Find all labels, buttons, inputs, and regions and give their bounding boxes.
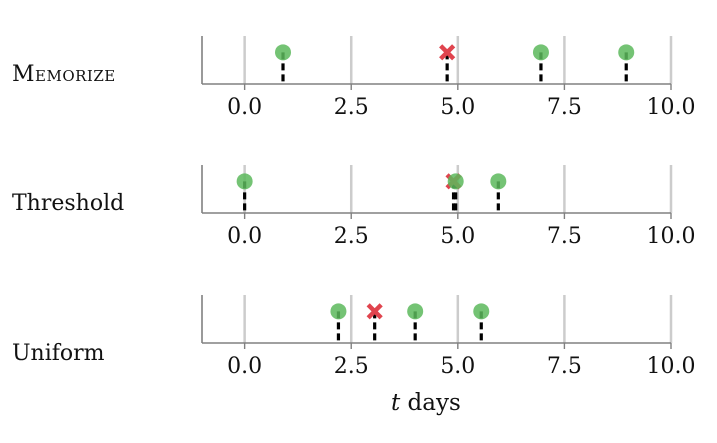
panel-label-memorize: Memorize: [12, 62, 116, 87]
x-tick-label: 0.0: [227, 224, 262, 249]
x-tick-label: 5.0: [440, 354, 475, 379]
x-tick-label: 5.0: [440, 95, 475, 120]
cross-stroke: [366, 303, 383, 320]
x-tick-label: 10.0: [647, 95, 696, 120]
x-tick-label: 7.5: [547, 354, 582, 379]
x-tick-label: 5.0: [440, 224, 475, 249]
event-marker-correct: [473, 303, 490, 320]
panel-uniform: 0.0 2.5 5.0 7.5 10.0: [201, 295, 696, 379]
event-marker-correct: [407, 303, 424, 320]
x-tick-label: 7.5: [547, 95, 582, 120]
panel-label-uniform: Uniform: [12, 341, 105, 366]
event-marker-correct: [275, 44, 292, 61]
panel-memorize: 0.0 2.5 5.0 7.5 10.0: [201, 36, 696, 120]
x-tick-label: 2.5: [334, 224, 369, 249]
event-marker-correct: [532, 44, 549, 61]
x-tick-label: 0.0: [227, 95, 262, 120]
event-marker-incorrect: [366, 303, 383, 320]
event-marker-correct: [330, 303, 347, 320]
x-tick-label: 2.5: [334, 354, 369, 379]
event-marker-correct: [618, 44, 635, 61]
x-axis-label-text: days: [400, 390, 461, 416]
x-tick-label: 7.5: [547, 224, 582, 249]
event-marker-correct: [447, 173, 464, 190]
cross-stroke: [439, 44, 456, 61]
x-axis-label-variable: t: [391, 390, 401, 416]
event-marker-incorrect: [439, 44, 456, 61]
panel-label-threshold: Threshold: [12, 191, 125, 216]
x-tick-label: 2.5: [334, 95, 369, 120]
panel-threshold: 0.0 2.5 5.0 7.5 10.0: [201, 165, 696, 249]
x-tick-label: 10.0: [647, 354, 696, 379]
x-tick-label: 10.0: [647, 224, 696, 249]
x-axis-label: t days: [391, 392, 461, 415]
event-marker-correct: [236, 173, 253, 190]
event-marker-correct: [490, 173, 507, 190]
x-tick-label: 0.0: [227, 354, 262, 379]
